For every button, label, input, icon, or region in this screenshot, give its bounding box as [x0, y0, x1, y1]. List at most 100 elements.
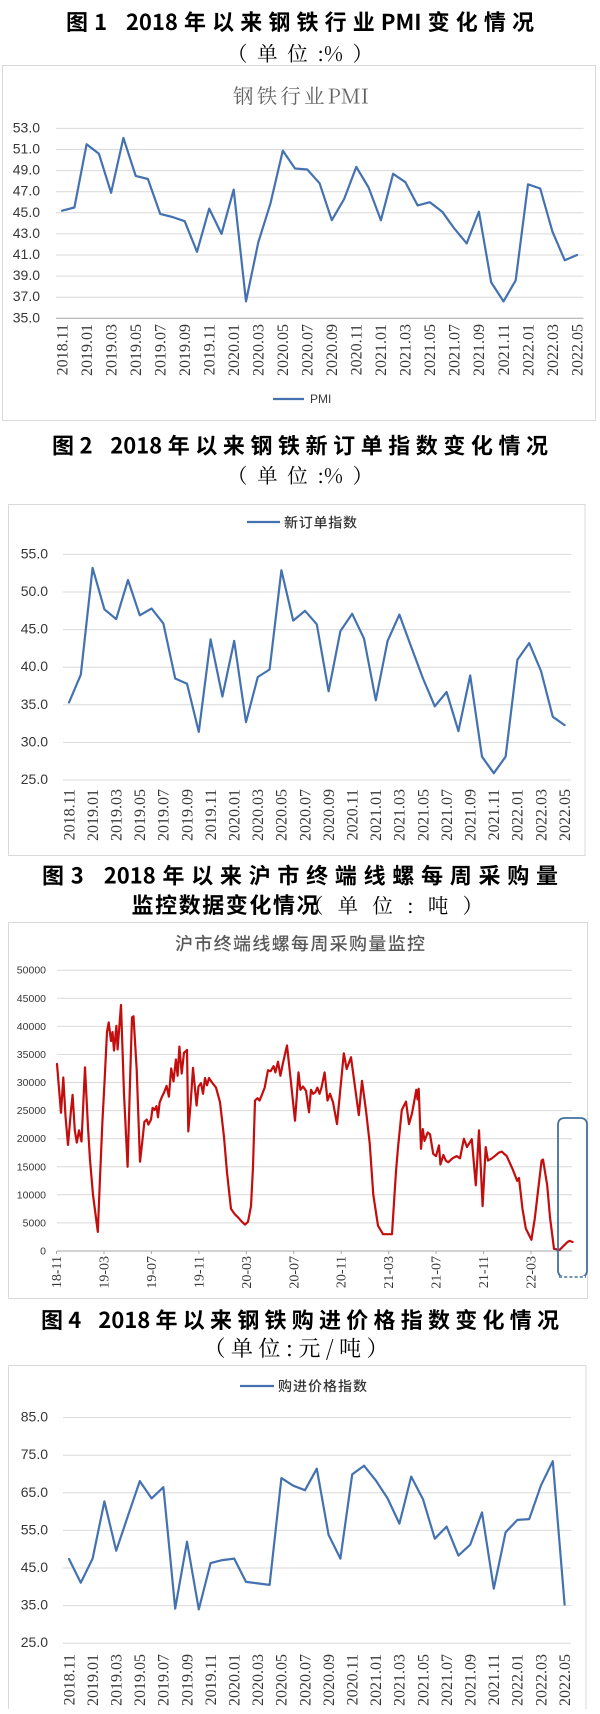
svg-text:55.0: 55.0 — [21, 1521, 48, 1537]
svg-text:41.0: 41.0 — [13, 246, 40, 262]
svg-text:2022.03: 2022.03 — [533, 789, 550, 841]
svg-text:2020.11: 2020.11 — [349, 324, 366, 375]
svg-text:2020.03: 2020.03 — [250, 1654, 267, 1706]
svg-text:2022.03: 2022.03 — [545, 324, 562, 376]
svg-text:2021.07: 2021.07 — [439, 789, 456, 841]
svg-text:45000: 45000 — [17, 993, 46, 1005]
svg-text:2020.05: 2020.05 — [274, 1654, 291, 1706]
svg-text:2020.03: 2020.03 — [250, 789, 267, 841]
svg-text:20000: 20000 — [17, 1133, 46, 1145]
svg-text:2021.11: 2021.11 — [486, 789, 503, 840]
svg-text:35.0: 35.0 — [13, 309, 40, 325]
svg-text:2019.03: 2019.03 — [109, 1654, 126, 1706]
svg-text:2020.07: 2020.07 — [297, 1654, 314, 1706]
svg-text:18-11: 18-11 — [50, 1256, 65, 1288]
svg-text:47.0: 47.0 — [13, 183, 40, 199]
svg-text:2020.01: 2020.01 — [226, 324, 243, 376]
svg-text:2022.01: 2022.01 — [520, 324, 537, 376]
svg-text:21-11: 21-11 — [477, 1256, 492, 1288]
svg-text:45.0: 45.0 — [13, 204, 40, 220]
svg-text:2020.01: 2020.01 — [226, 789, 243, 841]
svg-text:2019.07: 2019.07 — [156, 1654, 173, 1706]
svg-text:50.0: 50.0 — [21, 583, 48, 599]
svg-text:40000: 40000 — [17, 1021, 46, 1033]
svg-text:40.0: 40.0 — [21, 658, 48, 674]
svg-text:2022.03: 2022.03 — [533, 1654, 550, 1706]
svg-text:2019.09: 2019.09 — [177, 324, 194, 376]
svg-text:45.0: 45.0 — [21, 621, 48, 637]
svg-text:35.0: 35.0 — [21, 696, 48, 712]
svg-text:53.0: 53.0 — [13, 119, 40, 135]
svg-text:19-03: 19-03 — [98, 1256, 113, 1289]
svg-text:39.0: 39.0 — [13, 267, 40, 283]
svg-text:2021.03: 2021.03 — [398, 324, 415, 376]
svg-text:2019.07: 2019.07 — [156, 789, 173, 841]
svg-text:2020.09: 2020.09 — [324, 324, 341, 376]
svg-text:2018.11: 2018.11 — [61, 1654, 78, 1705]
svg-text:2019.11: 2019.11 — [203, 789, 220, 840]
svg-text:45.0: 45.0 — [21, 1559, 48, 1575]
svg-text:20-11: 20-11 — [335, 1256, 350, 1288]
svg-text:2020.07: 2020.07 — [300, 324, 317, 376]
svg-text:25.0: 25.0 — [21, 771, 48, 787]
svg-text:51.0: 51.0 — [13, 141, 40, 157]
svg-text:19-11: 19-11 — [192, 1256, 207, 1288]
svg-text:10000: 10000 — [17, 1189, 46, 1201]
svg-text:2021.09: 2021.09 — [471, 324, 488, 376]
svg-text:35.0: 35.0 — [21, 1597, 48, 1613]
svg-text:85.0: 85.0 — [21, 1409, 48, 1425]
svg-text:43.0: 43.0 — [13, 225, 40, 241]
svg-text:2022.05: 2022.05 — [557, 1654, 574, 1706]
svg-text:2019.05: 2019.05 — [132, 789, 149, 841]
svg-text:2022.01: 2022.01 — [510, 1654, 527, 1706]
svg-text:2022.01: 2022.01 — [510, 789, 527, 841]
svg-text:55.0: 55.0 — [21, 545, 48, 561]
svg-text:0: 0 — [40, 1246, 46, 1258]
svg-text:2020.09: 2020.09 — [321, 789, 338, 841]
svg-text:2019.03: 2019.03 — [108, 789, 125, 841]
svg-text:2021.11: 2021.11 — [486, 1654, 503, 1705]
svg-text:2020.01: 2020.01 — [227, 1654, 244, 1706]
svg-text:2021.09: 2021.09 — [463, 789, 480, 841]
svg-text:75.0: 75.0 — [21, 1446, 48, 1462]
svg-text:2019.05: 2019.05 — [132, 1654, 149, 1706]
svg-text:2019.01: 2019.01 — [85, 789, 102, 841]
svg-text:30.0: 30.0 — [21, 733, 48, 749]
svg-text:2020.03: 2020.03 — [251, 324, 268, 376]
svg-text:2019.01: 2019.01 — [85, 1654, 102, 1706]
svg-text:2019.07: 2019.07 — [152, 324, 169, 376]
svg-text:2020.09: 2020.09 — [321, 1654, 338, 1706]
svg-text:PMI: PMI — [310, 392, 331, 406]
svg-text:2021.05: 2021.05 — [422, 324, 439, 376]
svg-text:2020.11: 2020.11 — [345, 1654, 362, 1705]
svg-text:25.0: 25.0 — [21, 1634, 48, 1650]
svg-text:20-07: 20-07 — [287, 1256, 302, 1289]
svg-text:19-07: 19-07 — [145, 1256, 160, 1289]
svg-text:65.0: 65.0 — [21, 1484, 48, 1500]
svg-text:2018.11: 2018.11 — [61, 789, 78, 840]
svg-text:2020.07: 2020.07 — [297, 789, 314, 841]
svg-text:2019.01: 2019.01 — [79, 324, 96, 376]
svg-text:5000: 5000 — [23, 1217, 47, 1229]
svg-text:2021.11: 2021.11 — [496, 324, 513, 375]
svg-text:2019.05: 2019.05 — [128, 324, 145, 376]
svg-text:2022.05: 2022.05 — [569, 324, 586, 376]
svg-text:30000: 30000 — [17, 1077, 46, 1089]
svg-text:2021.01: 2021.01 — [368, 1654, 385, 1706]
svg-text:2021.07: 2021.07 — [447, 324, 464, 376]
svg-text:21-03: 21-03 — [382, 1256, 397, 1289]
svg-text:35000: 35000 — [17, 1049, 46, 1061]
svg-text:20-03: 20-03 — [240, 1256, 255, 1289]
svg-text:2020.05: 2020.05 — [274, 789, 291, 841]
svg-text:2019.11: 2019.11 — [201, 324, 218, 375]
svg-text:15000: 15000 — [17, 1161, 46, 1173]
svg-text:25000: 25000 — [17, 1105, 46, 1117]
svg-text:2021.01: 2021.01 — [373, 324, 390, 376]
svg-text:37.0: 37.0 — [13, 288, 40, 304]
svg-text:2021.05: 2021.05 — [415, 789, 432, 841]
svg-text:2018.11: 2018.11 — [54, 324, 71, 375]
svg-text:2020.11: 2020.11 — [345, 789, 362, 840]
svg-text:21-07: 21-07 — [430, 1256, 445, 1289]
svg-text:2019.11: 2019.11 — [203, 1654, 220, 1705]
svg-text:22-03: 22-03 — [525, 1256, 540, 1289]
